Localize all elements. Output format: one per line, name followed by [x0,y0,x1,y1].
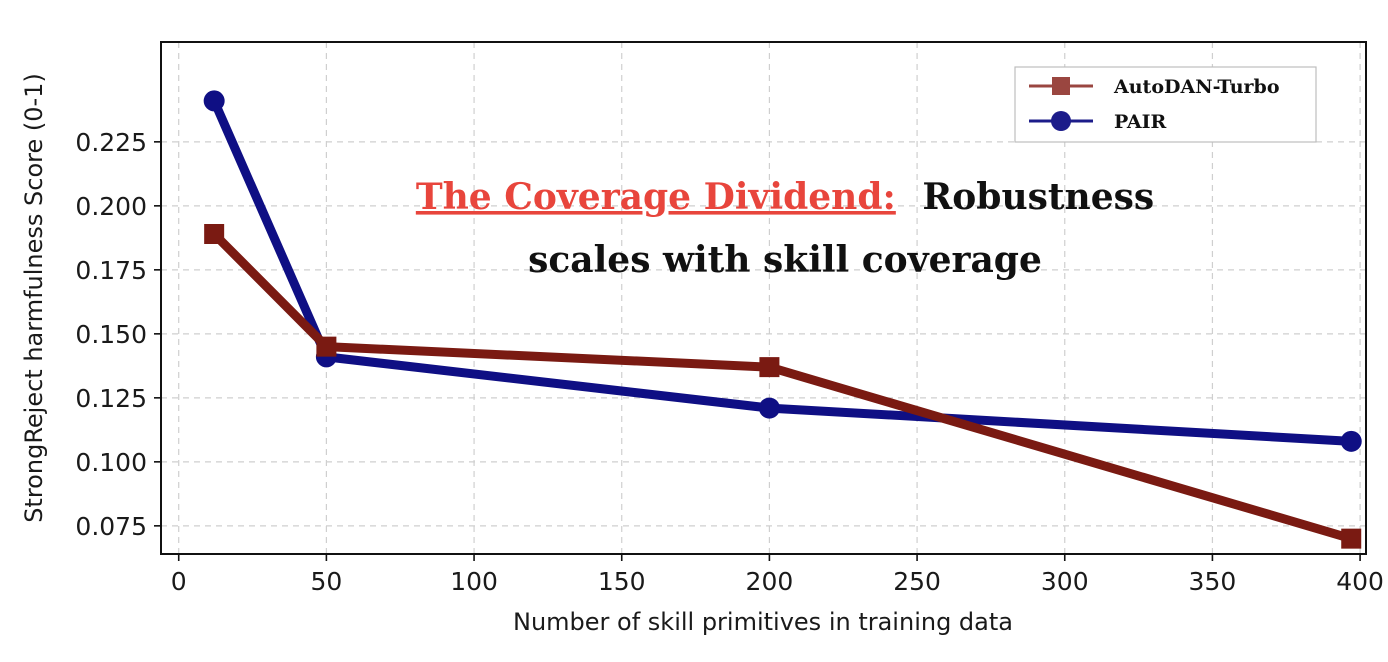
x-tick-label: 0 [171,567,187,596]
series-line-pair [209,96,1356,446]
x-axis-label: Number of skill primitives in training d… [513,608,1013,636]
annotation-line-1-rest: Robustness [922,176,1154,218]
x-tick-label: 350 [1189,567,1237,596]
data-point-autodan-turbo [316,336,337,357]
series-autodan-turbo [204,224,1362,549]
legend-square-marker [1052,77,1070,95]
legend-entries: AutoDAN-Turbo PAIR [1029,76,1280,133]
data-point-autodan-turbo [204,224,225,244]
gridlines [161,42,1366,554]
legend-circle-marker [1051,111,1071,131]
data-point-pair [203,90,225,112]
legend-item-pair: PAIR [1029,111,1167,133]
series-layer [203,90,1362,549]
x-tick-label: 400 [1336,567,1384,596]
x-tick-label: 300 [1041,567,1089,596]
x-tick-label: 50 [310,567,342,596]
x-tick-label: 100 [450,567,498,596]
plot-frame [160,41,1367,555]
data-point-pair [758,397,780,419]
y-tick-label: 0.200 [75,192,147,221]
series-line-autodan-turbo [209,229,1356,544]
y-tick-label: 0.125 [75,384,147,413]
y-tick-label: 0.075 [75,512,147,541]
annotation-line-1: The Coverage Dividend: Robustness [416,176,1154,218]
data-point-autodan-turbo [759,357,780,378]
annotation-line-2: scales with skill coverage [528,239,1042,281]
data-point-pair [1340,430,1362,452]
legend-label: AutoDAN-Turbo [1113,76,1280,98]
x-tick-label: 200 [746,567,794,596]
x-tick-label: 250 [893,567,941,596]
y-axis-label: StrongReject harmfulness Score (0-1) [20,73,48,523]
y-tick-label: 0.100 [75,448,147,477]
annotation-highlight: The Coverage Dividend: [416,176,896,218]
y-tick-label: 0.225 [75,128,147,157]
legend-item-autodan-turbo: AutoDAN-Turbo [1029,76,1280,98]
y-tick-label: 0.175 [75,256,147,285]
legend-label: PAIR [1114,111,1167,133]
data-point-autodan-turbo [1341,528,1362,549]
y-tick-label: 0.150 [75,320,147,349]
axis-ticks: 0 50 100 150 200 250 300 350 400 0.075 0.100 0.125 0… [75,128,1384,596]
x-tick-label: 150 [598,567,646,596]
chart-annotation: The Coverage Dividend: Robustness scales… [416,176,1154,281]
legend: AutoDAN-Turbo PAIR [1014,66,1317,143]
